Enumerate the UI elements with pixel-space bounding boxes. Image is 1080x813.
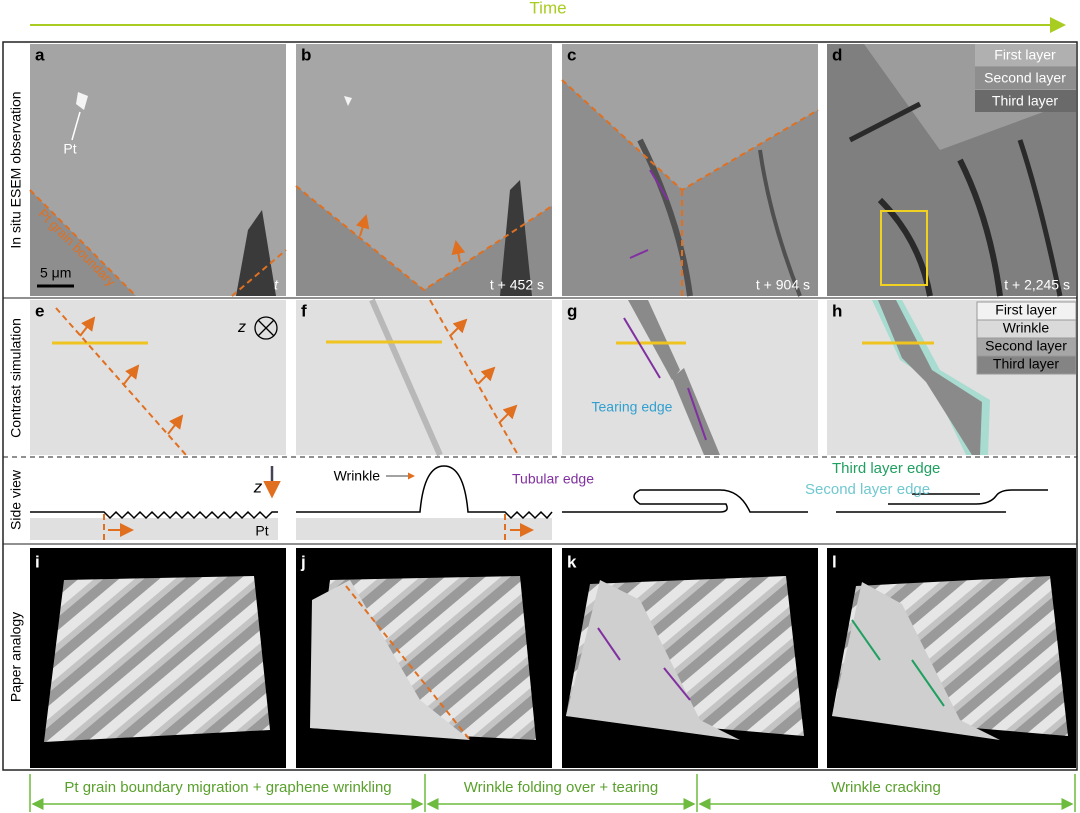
panel-letter: h (832, 301, 842, 320)
panel-letter: e (35, 301, 44, 320)
panel-letter: d (832, 45, 842, 64)
panel-l: l (827, 548, 1076, 768)
frame (2, 41, 1078, 771)
annotation: Pt (255, 523, 268, 539)
annotation: Tubular edge (512, 471, 594, 487)
annotation: Second layer edge (805, 481, 930, 498)
panel-c: c t + 904 s (561, 44, 819, 297)
stages (29, 774, 1076, 812)
panel-e: e z (30, 300, 286, 456)
scale-bar-label: 5 μm (40, 265, 71, 281)
panel-letter: c (567, 45, 576, 64)
legend-entry: First layer (994, 47, 1056, 63)
panel-letter: b (301, 45, 311, 64)
panel-letter: j (300, 552, 306, 571)
label-bg (38, 778, 418, 798)
row-label: In situ ESEM observation (8, 91, 24, 248)
panel-d: d t + 2,245 s First layer Second layer T… (827, 44, 1076, 297)
legend-entry: Third layer (992, 93, 1058, 109)
panel-letter: k (567, 552, 577, 571)
panel-letter: f (301, 301, 307, 320)
annotation: Third layer edge (832, 460, 940, 477)
panel-k: k (562, 548, 818, 768)
annotation: Pt (63, 141, 76, 157)
panel-letter: a (35, 45, 45, 64)
stage-label: Pt grain boundary migration + graphene w… (64, 779, 391, 796)
legend-entry: Third layer (993, 356, 1059, 372)
time-label: Time (529, 0, 566, 17)
axis-label: z (237, 319, 246, 336)
timestamp: t + 2,245 s (1004, 277, 1070, 293)
legend-entry: First layer (995, 302, 1057, 318)
timestamp: t + 452 s (490, 277, 544, 293)
panel-letter: g (567, 301, 577, 320)
legend-entry: Second layer (985, 338, 1067, 354)
panel-b: b t + 452 s (295, 44, 553, 296)
row-label: Contrast simulation (8, 318, 24, 438)
panel-j: j (296, 548, 552, 768)
side-view: z Pt Wrinkle Tubular edge Third layer ed… (30, 460, 1048, 540)
stage-label: Wrinkle folding over + tearing (464, 779, 658, 796)
timestamp: t + 904 s (756, 277, 810, 293)
legend-entry: Wrinkle (1003, 320, 1050, 336)
stage-label: Wrinkle cracking (831, 779, 941, 796)
panel-f: f (296, 298, 552, 457)
annotation: Wrinkle (334, 468, 381, 484)
row-label: Paper analogy (8, 612, 24, 702)
panel-h: h First layer Wrinkle Second layer Third… (827, 300, 1077, 455)
panel-a: a Pt Pt grain boundary 5 μm t (29, 44, 287, 297)
timestamp: t (274, 277, 279, 293)
legend-entry: Second layer (984, 70, 1066, 86)
panel-letter: i (35, 552, 40, 571)
panel-letter: l (832, 552, 837, 571)
axis-label: z (253, 477, 263, 496)
panel-g: g Tearing edge (562, 300, 818, 455)
row-label: Side view (8, 469, 24, 530)
annotation: Tearing edge (592, 399, 673, 415)
panel-i: i (30, 548, 286, 768)
